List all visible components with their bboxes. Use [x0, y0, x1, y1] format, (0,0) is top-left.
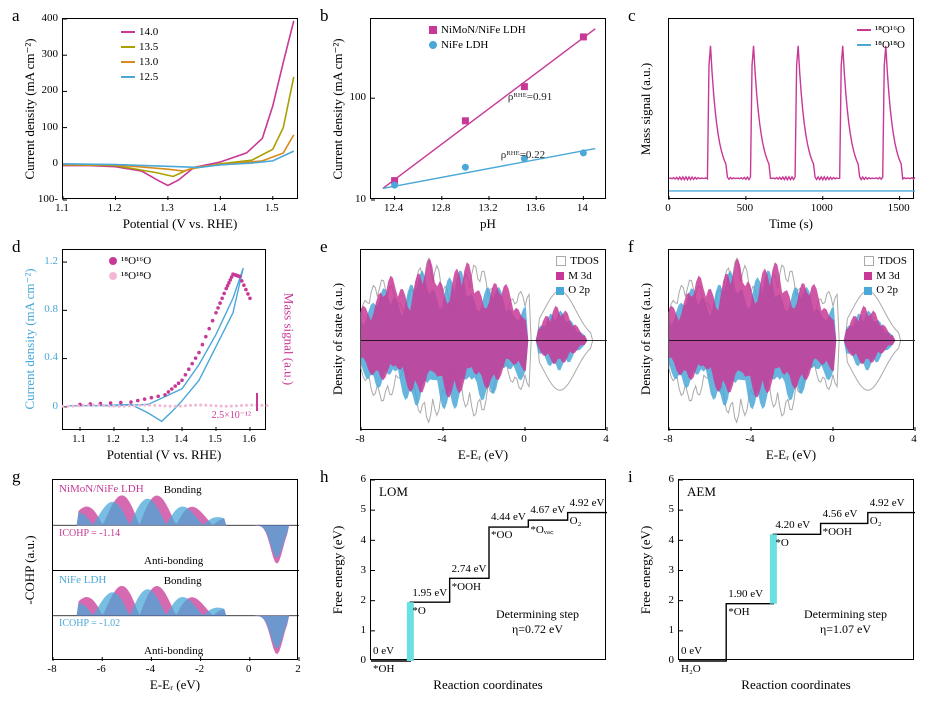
- panel-c: c¹⁸O¹⁶O¹⁸O¹⁸OTime (s)Mass signal (a.u.)0…: [624, 8, 926, 233]
- panel-b: bρᴿᴴᴱ=0.91ρᴿᴴᴱ=0.22NiMoN/NiFe LDHNiFe LD…: [316, 8, 618, 233]
- figure-grid: a14.013.513.012.5Potential (V vs. RHE)Cu…: [8, 8, 926, 694]
- panel-f: fTDOSM 3dO 2pE-Eᵣ (eV)Density of state (…: [624, 239, 926, 464]
- panel-d: d2.5×10⁻¹²¹⁸O¹⁶O¹⁸O¹⁸OPotential (V vs. R…: [8, 239, 310, 464]
- panel-a: a14.013.513.012.5Potential (V vs. RHE)Cu…: [8, 8, 310, 233]
- panel-i: i0 eVH₂O1.90 eV*OH4.20 eV*O4.56 eV*OOH4.…: [624, 469, 926, 694]
- panel-g: gNiMoN/NiFe LDHICOHP = -1.14BondingAnti-…: [8, 469, 310, 694]
- panel-h: h0 eV*OH1.95 eV*O2.74 eV*OOH4.44 eV*OO4.…: [316, 469, 618, 694]
- panel-e: eTDOSM 3dO 2pE-Eᵣ (eV)Density of state (…: [316, 239, 618, 464]
